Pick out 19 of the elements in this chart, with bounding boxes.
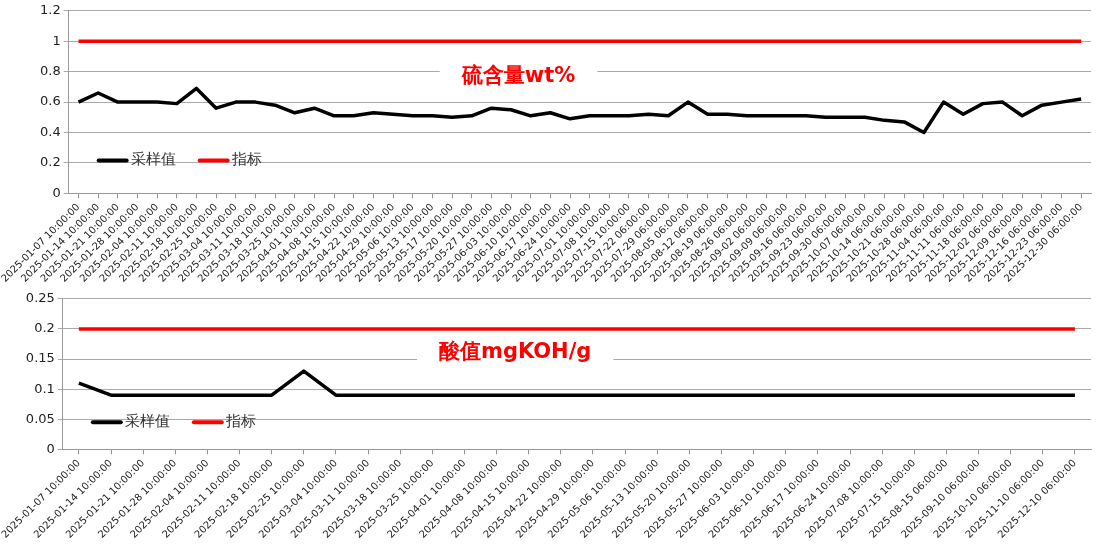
y-tick-label: 0.15 xyxy=(25,350,55,366)
legend-label: 采样值 xyxy=(130,150,176,169)
y-tick-label: 0.4 xyxy=(39,123,61,139)
text: 硫含量wt% xyxy=(460,62,576,87)
y-tick-label: 0.05 xyxy=(25,410,55,426)
text: 酸值mgKOH/g xyxy=(439,339,592,364)
y-tick-label: 0 xyxy=(46,440,55,456)
y-tick-label: 0.2 xyxy=(34,320,55,336)
y-tick-label: 0.6 xyxy=(39,93,61,109)
y-tick-label: 1.2 xyxy=(39,2,61,18)
legend-label: 指标 xyxy=(224,412,256,431)
legend-label: 指标 xyxy=(230,150,262,169)
y-tick-label: 0.25 xyxy=(25,290,55,306)
y-tick-label: 1 xyxy=(52,32,61,48)
legend-label: 采样值 xyxy=(124,412,170,431)
y-tick-label: 0.8 xyxy=(39,63,61,79)
y-tick-label: 0.1 xyxy=(34,380,55,396)
y-tick-label: 0.2 xyxy=(39,154,61,170)
y-tick-label: 0 xyxy=(52,184,61,200)
